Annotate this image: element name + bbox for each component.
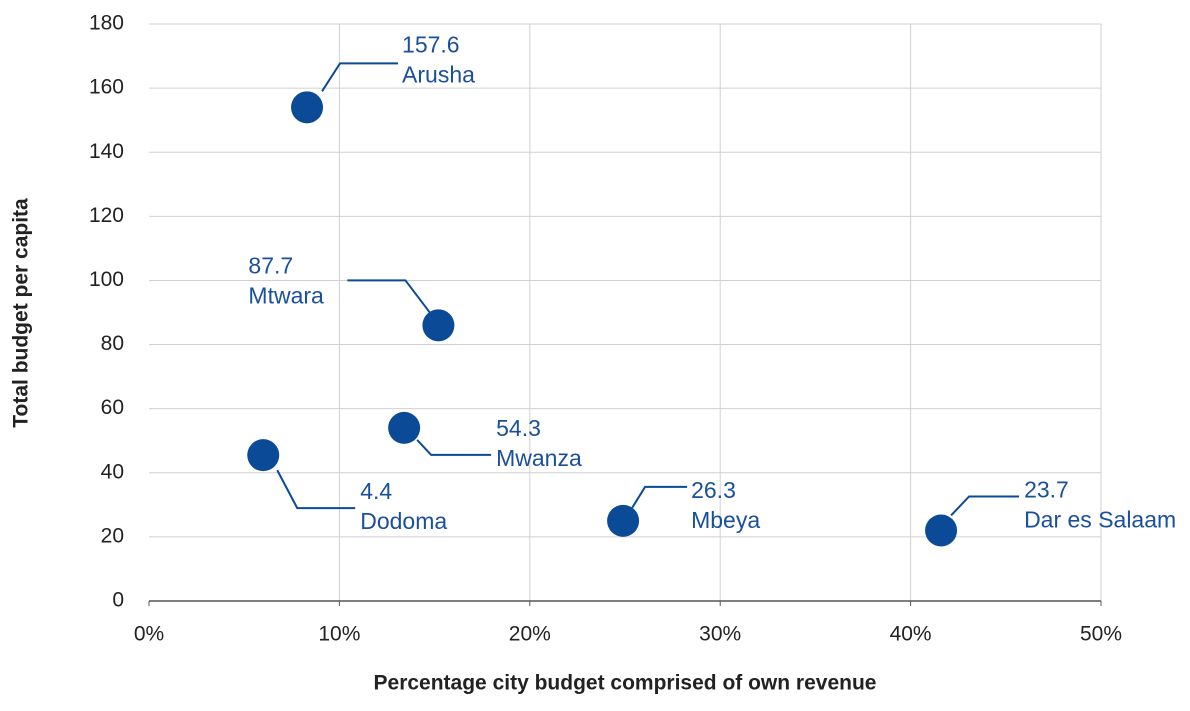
y-tick-label: 0	[112, 589, 124, 612]
x-axis-title: Percentage city budget comprised of own …	[374, 672, 877, 695]
leader-line	[321, 62, 399, 92]
y-tick-label: 180	[89, 12, 124, 35]
point-name-label: Dar es Salaam	[1024, 507, 1176, 533]
leader-line	[347, 279, 432, 314]
leader-line	[950, 495, 1020, 517]
y-tick-label: 120	[89, 204, 124, 227]
y-tick-label: 60	[101, 396, 124, 419]
point	[422, 309, 455, 342]
point-value-label: 23.7	[1024, 477, 1069, 503]
point-name-label: Arusha	[402, 61, 475, 87]
y-tick-label: 80	[101, 332, 124, 355]
y-tick-label: 100	[89, 268, 124, 291]
y-axis-title: Total budget per capita	[10, 198, 33, 428]
point-value-label: 54.3	[496, 415, 541, 441]
x-tick-label: 0%	[134, 623, 164, 646]
y-tick-label: 20	[101, 524, 124, 547]
point-value-label: 87.7	[248, 252, 293, 278]
leader-line	[416, 439, 492, 456]
point-value-label: 157.6	[402, 31, 460, 57]
x-tick-label: 10%	[318, 623, 360, 646]
leader-line	[631, 485, 688, 509]
point-name-label: Mtwara	[248, 282, 324, 308]
y-tick-label: 160	[89, 76, 124, 99]
point-name-label: Dodoma	[360, 508, 447, 534]
y-tick-label: 40	[101, 460, 124, 483]
x-tick-label: 40%	[890, 623, 932, 646]
leader-line	[276, 469, 356, 510]
point	[247, 439, 280, 472]
y-tick-label: 140	[89, 140, 124, 163]
x-tick-label: 30%	[699, 623, 741, 646]
point	[388, 411, 421, 444]
point	[607, 504, 640, 537]
point-name-label: Mwanza	[496, 445, 582, 471]
point-value-label: 26.3	[691, 477, 736, 503]
point-name-label: Mbeya	[691, 507, 760, 533]
point	[291, 91, 324, 124]
point	[925, 514, 958, 547]
x-tick-label: 20%	[509, 623, 551, 646]
x-tick-label: 50%	[1080, 623, 1122, 646]
point-value-label: 4.4	[360, 478, 392, 504]
